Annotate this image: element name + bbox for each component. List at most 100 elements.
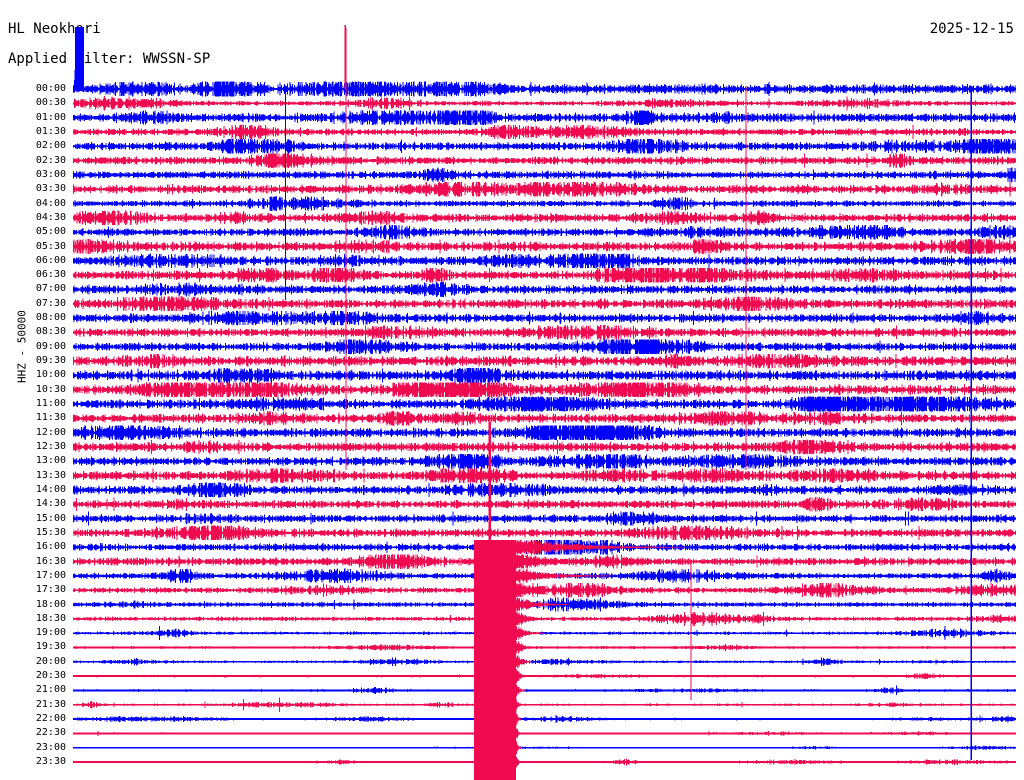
trace-baseline-1300 — [73, 460, 1016, 463]
trace-baseline-1000 — [73, 374, 1016, 377]
trace-baseline-0130 — [73, 131, 1016, 133]
trace-baseline-1030 — [73, 388, 1016, 391]
seismogram-plot — [73, 0, 1016, 780]
trace-baseline-0200 — [73, 145, 1016, 148]
event-mainshock-clipped-coda-47 — [516, 756, 523, 768]
event-spike-red-column-0000 — [344, 25, 346, 89]
trace-baseline-1230 — [73, 446, 1016, 448]
time-label-1730: 17:30 — [35, 584, 66, 596]
event-mainshock-clipped-coda-41 — [516, 669, 529, 684]
trace-baseline-1200 — [73, 431, 1016, 434]
time-label-2200: 22:00 — [35, 713, 66, 725]
time-axis: 00:00 00:30 01:00 01:30 02:00 02:30 03:00 03:30… — [0, 0, 72, 780]
time-label-0830: 08:30 — [35, 326, 66, 338]
time-label-1230: 12:30 — [35, 441, 66, 452]
trace-baseline-0630 — [73, 274, 1016, 277]
trace-baseline-0600 — [73, 259, 1016, 262]
time-label-1400: 14:00 — [35, 483, 66, 495]
trace-baseline-1930 — [73, 646, 1016, 649]
trace-baseline-0300 — [73, 174, 1016, 176]
time-label-0230: 02:30 — [35, 154, 66, 166]
time-label-1130: 11:30 — [35, 412, 66, 424]
event-mainshock-clipped-pre-31 — [488, 521, 491, 545]
trace-baseline-0400 — [73, 202, 1016, 205]
trace-baseline-2200 — [73, 718, 1016, 720]
time-label-0200: 02:00 — [35, 140, 66, 152]
time-label-0330: 03:30 — [35, 183, 66, 195]
time-label-2030: 20:30 — [35, 670, 66, 682]
event-mainshock-clipped — [473, 540, 517, 780]
marker-blue-0970 — [970, 86, 972, 760]
trace-baseline-2030 — [73, 675, 1016, 678]
event-mainshock-clipped-coda-34 — [516, 568, 611, 583]
trace-baseline-0830 — [73, 331, 1016, 334]
time-label-2000: 20:00 — [35, 655, 66, 667]
time-label-1000: 10:00 — [35, 369, 66, 381]
trace-baseline-0900 — [73, 345, 1016, 348]
applied-filter-label: Applied filter: WWSSN-SP — [8, 51, 211, 67]
trace-baseline-0530 — [73, 245, 1016, 248]
time-label-2330: 23:30 — [35, 756, 66, 768]
trace-baseline-1430 — [73, 503, 1016, 506]
event-mainshock-clipped-coda-37 — [516, 611, 556, 626]
time-label-2130: 21:30 — [35, 698, 66, 710]
trace-baseline-0730 — [73, 302, 1016, 305]
event-mainshock-clipped-pre-30 — [488, 507, 491, 530]
trace-baseline-2000 — [73, 660, 1016, 663]
time-label-0700: 07:00 — [35, 283, 66, 295]
trace-baseline-0100 — [73, 116, 1016, 119]
trace-baseline-0330 — [73, 188, 1016, 191]
event-mainshock-clipped-pre-27 — [488, 464, 491, 487]
trace-baseline-0230 — [73, 159, 1016, 162]
event-mainshock-clipped-coda-33 — [516, 554, 643, 569]
time-label-1030: 10:30 — [35, 383, 66, 395]
time-label-0900: 09:00 — [35, 340, 66, 352]
record-date: 2025-12-15 — [929, 21, 1014, 37]
trace-baseline-2130 — [73, 703, 1016, 706]
time-label-0430: 04:30 — [35, 211, 66, 223]
event-mainshock-clipped-pre-25 — [488, 435, 491, 459]
time-label-0300: 03:00 — [35, 168, 66, 180]
time-label-0400: 04:00 — [35, 197, 66, 209]
time-label-1600: 16:00 — [35, 541, 66, 553]
event-mainshock-clipped-pre-28 — [488, 478, 491, 502]
seismogram-svg — [73, 25, 1016, 780]
trace-baseline-2100 — [73, 689, 1016, 692]
event-spike-0000-left-body — [73, 27, 84, 89]
trace-baseline-0800 — [73, 317, 1016, 320]
event-mainshock-clipped-pre-24 — [488, 421, 491, 444]
time-label-0030: 00:30 — [35, 97, 66, 109]
time-label-0730: 07:30 — [35, 297, 66, 309]
trace-baseline-1500 — [73, 517, 1016, 520]
event-mainshock-clipped-coda-38 — [516, 626, 546, 641]
trace-baseline-1100 — [73, 403, 1016, 405]
trace-baseline-1530 — [73, 532, 1016, 534]
time-label-2300: 23:00 — [35, 741, 66, 753]
event-mainshock-clipped-coda-35 — [516, 583, 587, 598]
time-label-0600: 06:00 — [35, 254, 66, 266]
time-label-1200: 12:00 — [35, 426, 66, 438]
event-mainshock-clipped-coda-45 — [516, 727, 523, 740]
time-label-1800: 18:00 — [35, 598, 66, 610]
time-label-0930: 09:30 — [35, 355, 66, 367]
trace-baseline-0700 — [73, 288, 1016, 291]
marker-red-0745 — [745, 86, 747, 470]
time-label-1830: 18:30 — [35, 612, 66, 624]
page-title: HL Neokhori — [8, 21, 101, 37]
time-label-1930: 19:30 — [35, 641, 66, 653]
time-label-0500: 05:00 — [35, 226, 66, 238]
trace-baseline-0000 — [73, 88, 1016, 90]
marker-red-0690 — [690, 560, 692, 700]
trace-baseline-2230 — [73, 732, 1016, 735]
time-label-0000: 00:00 — [35, 83, 66, 94]
event-mainshock-clipped-coda-44 — [516, 712, 523, 727]
event-mainshock-clipped-coda-39 — [516, 640, 538, 655]
marker-blue-0285 — [285, 86, 287, 300]
event-mainshock-clipped-pre-26 — [488, 450, 491, 473]
event-mainshock-clipped-coda-32 — [516, 540, 687, 555]
time-label-0530: 05:30 — [35, 240, 66, 252]
event-mainshock-clipped-pre-29 — [488, 493, 491, 516]
trace-baseline-2300 — [73, 746, 1016, 749]
time-label-1430: 14:30 — [35, 498, 66, 510]
